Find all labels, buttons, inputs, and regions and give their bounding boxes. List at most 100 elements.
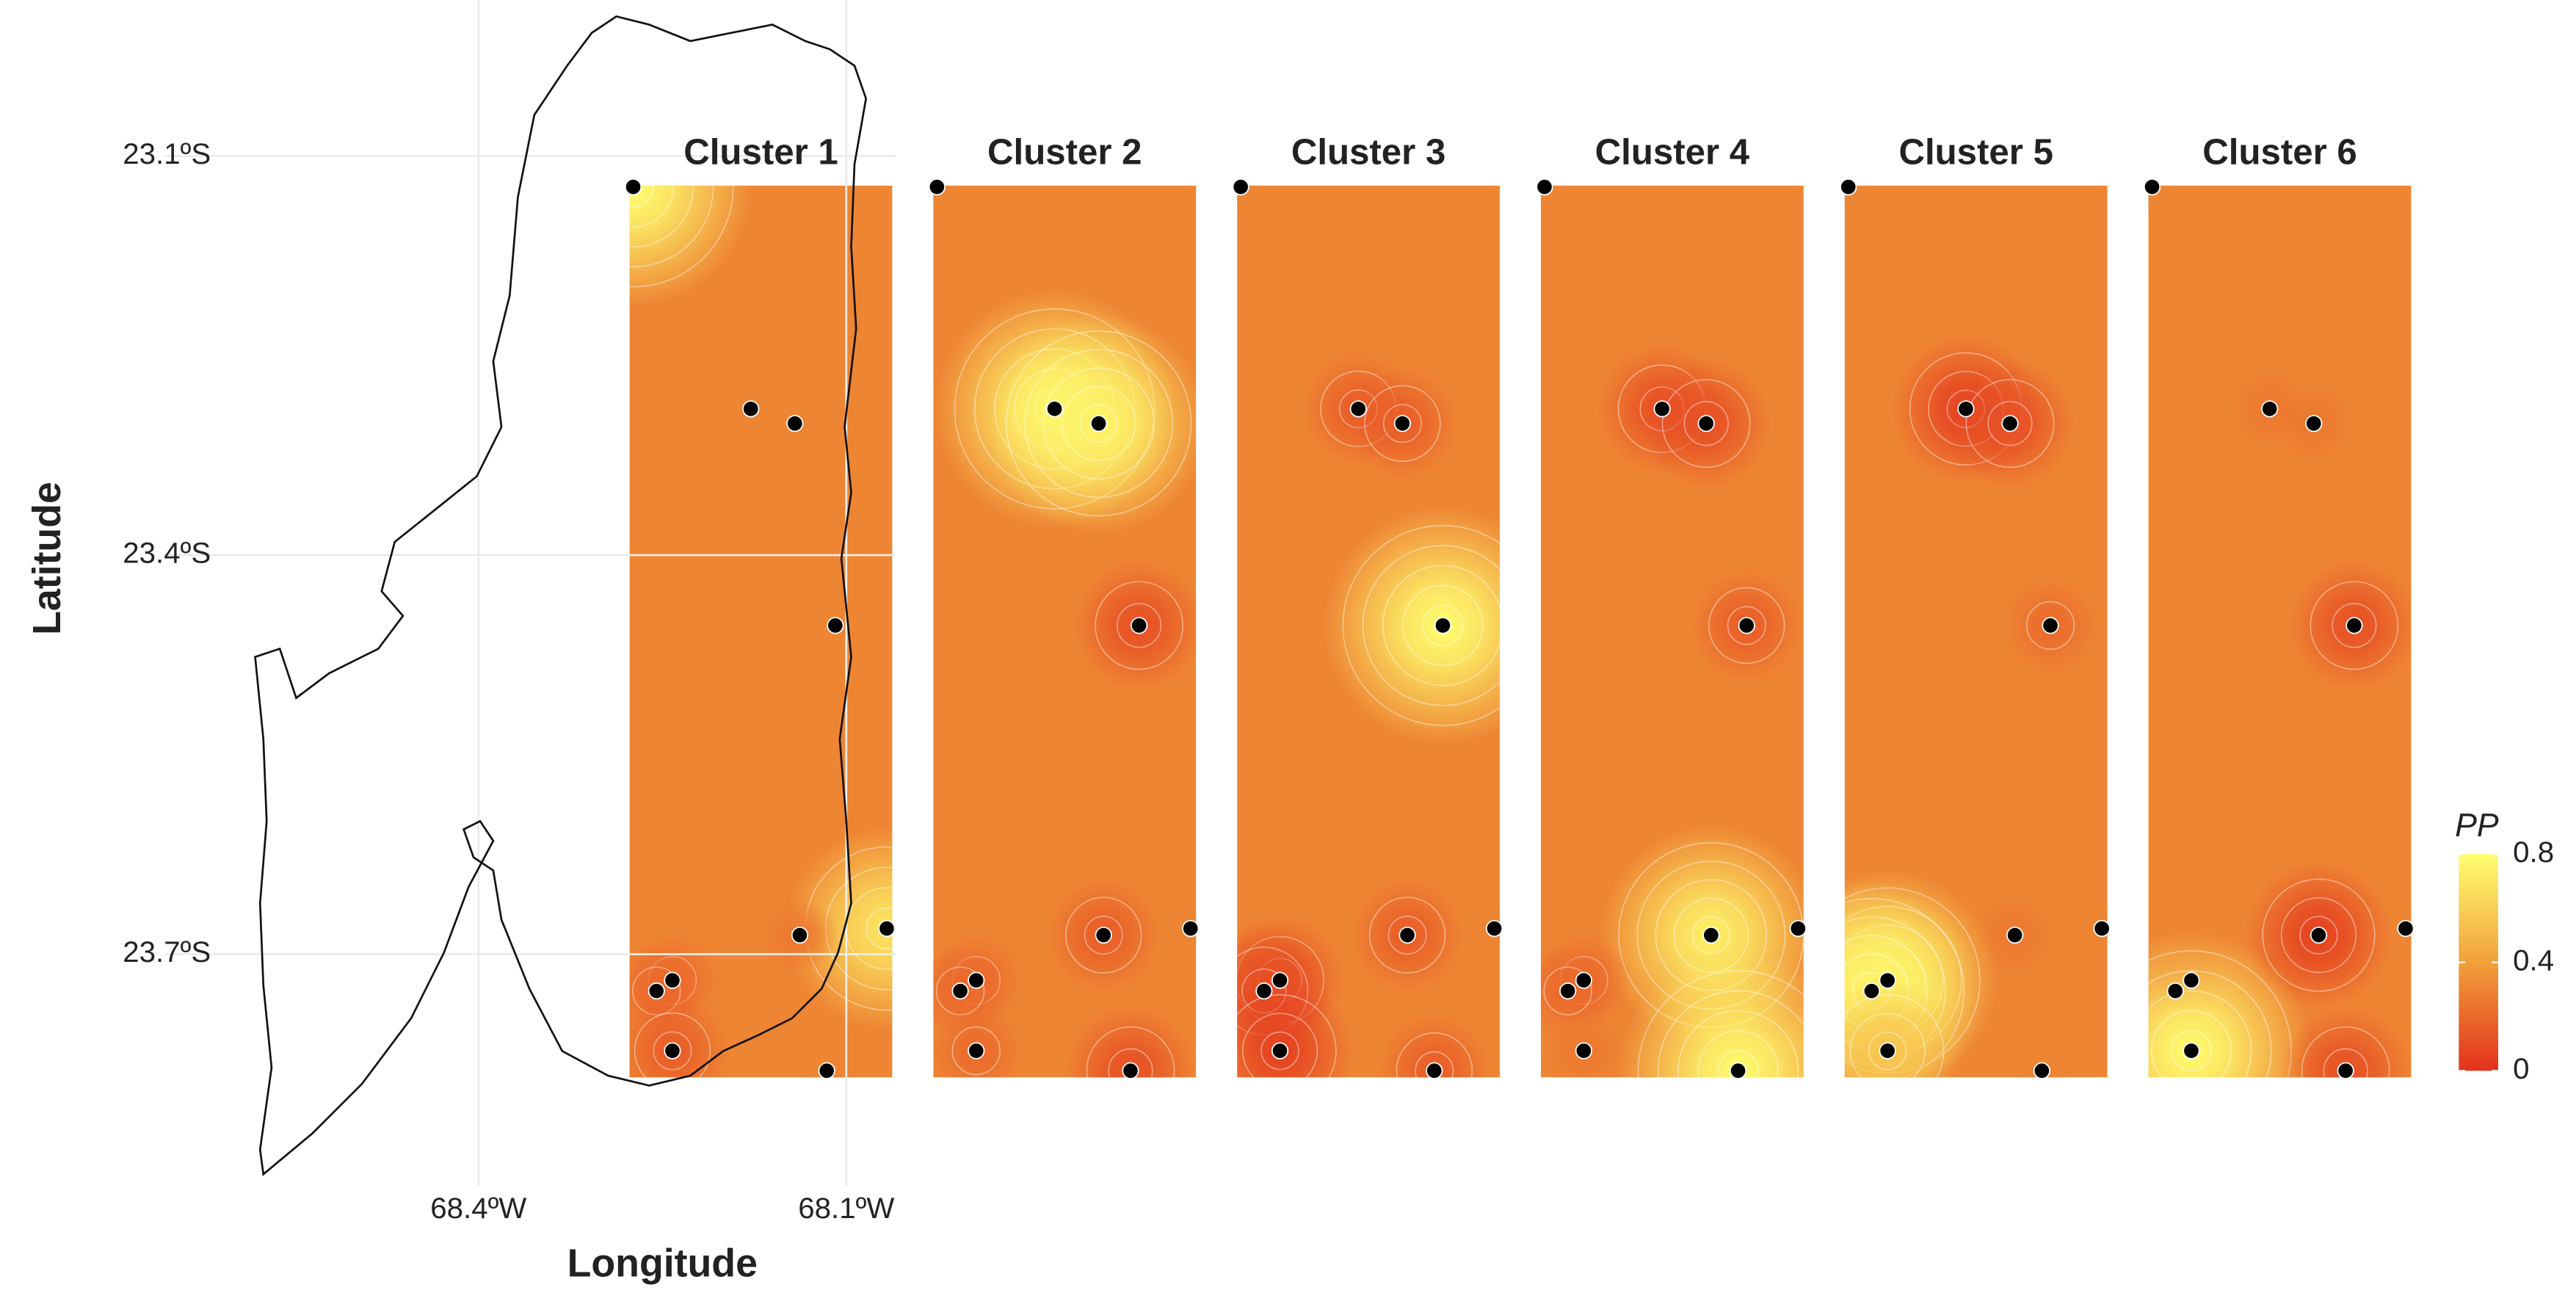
station bbox=[1653, 400, 1671, 418]
contour bbox=[1637, 970, 1804, 1078]
station bbox=[1879, 971, 1896, 989]
station bbox=[2345, 617, 2363, 634]
station bbox=[1559, 982, 1577, 1000]
x-tick-label: 68.4ºW bbox=[430, 1192, 526, 1225]
contour bbox=[2280, 897, 2357, 974]
heatmap bbox=[1237, 185, 1501, 1078]
pp-hotspot bbox=[1161, 899, 1197, 958]
contour bbox=[1965, 379, 2055, 468]
contour bbox=[1079, 404, 1118, 443]
contour bbox=[653, 1031, 692, 1071]
contour bbox=[1717, 1050, 1759, 1078]
contour bbox=[2332, 603, 2377, 648]
x-tick-label: 68.1ºW bbox=[798, 1192, 894, 1225]
station bbox=[2310, 927, 2328, 944]
contour bbox=[2301, 1026, 2390, 1078]
station bbox=[1393, 415, 1412, 432]
station bbox=[1536, 178, 1553, 196]
contour bbox=[1868, 1031, 1907, 1071]
contour bbox=[1844, 994, 1945, 1078]
contour bbox=[1708, 587, 1785, 664]
panel-title: Cluster 3 bbox=[1291, 131, 1445, 172]
cluster-panel: Cluster 2 bbox=[928, 131, 1200, 1079]
pp-hotspot bbox=[2072, 899, 2108, 958]
station bbox=[742, 400, 760, 418]
contour bbox=[629, 185, 694, 247]
station bbox=[647, 982, 665, 1000]
station bbox=[827, 617, 844, 634]
contour bbox=[1364, 385, 1441, 462]
station bbox=[968, 971, 985, 989]
station bbox=[1089, 415, 1108, 432]
contour bbox=[1727, 606, 1766, 645]
contour bbox=[629, 185, 674, 228]
contour bbox=[1402, 584, 1484, 667]
contour bbox=[1086, 1026, 1175, 1078]
contour bbox=[1697, 1030, 1779, 1078]
station bbox=[928, 178, 946, 196]
contour bbox=[2148, 990, 2252, 1078]
cluster-panel: Cluster 6 bbox=[2143, 131, 2414, 1079]
contour bbox=[629, 185, 734, 288]
panel-title: Cluster 1 bbox=[683, 131, 838, 172]
contour bbox=[1095, 581, 1184, 670]
heatmap bbox=[629, 185, 893, 1078]
pp-hotspot bbox=[785, 826, 893, 1031]
contour bbox=[1396, 1032, 1473, 1078]
contour bbox=[1005, 330, 1192, 517]
contour bbox=[2323, 1048, 2368, 1078]
station bbox=[951, 982, 969, 1000]
contour bbox=[1657, 990, 1804, 1078]
cluster-panel: Cluster 3 bbox=[1232, 131, 1503, 1079]
contour bbox=[1061, 385, 1136, 461]
station bbox=[878, 919, 896, 938]
contour bbox=[2262, 878, 2376, 992]
station bbox=[664, 1042, 681, 1060]
panels: Cluster 1 Cluster 2 Cluster 3 Cluster 4 Clus… bbox=[624, 131, 2414, 1079]
station bbox=[2006, 927, 2024, 944]
contour bbox=[2310, 581, 2399, 670]
station bbox=[1697, 415, 1715, 432]
contour bbox=[1422, 604, 1464, 646]
pp-hotspot bbox=[2012, 1041, 2072, 1078]
station bbox=[2183, 1042, 2200, 1060]
cluster-panel: Cluster 4 bbox=[1536, 131, 1807, 1079]
contour bbox=[2025, 601, 2075, 651]
contour bbox=[1241, 1013, 1318, 1078]
pp-hotspot bbox=[629, 185, 753, 307]
contour bbox=[1108, 1048, 1153, 1078]
contour bbox=[866, 908, 893, 950]
station bbox=[1426, 1062, 1443, 1079]
contour bbox=[1691, 916, 1730, 955]
station bbox=[1255, 982, 1273, 1000]
station bbox=[2397, 919, 2414, 938]
station bbox=[1840, 178, 1857, 196]
station bbox=[791, 927, 809, 944]
contour bbox=[1237, 994, 1337, 1078]
station bbox=[1232, 178, 1249, 196]
station bbox=[624, 178, 642, 196]
contour bbox=[1260, 1031, 1299, 1071]
heatmap bbox=[1540, 185, 1804, 1078]
pp-hotspot bbox=[2148, 930, 2312, 1078]
station bbox=[2143, 178, 2161, 196]
station bbox=[2042, 617, 2059, 634]
station bbox=[1045, 400, 1064, 418]
station bbox=[1862, 982, 1881, 1000]
station bbox=[1729, 1062, 1747, 1079]
y-axis-label: Latitude bbox=[25, 482, 69, 635]
station bbox=[1702, 927, 1720, 944]
station bbox=[1398, 927, 1416, 944]
labels: Latitude Longitude PP bbox=[25, 482, 2499, 1286]
station bbox=[1738, 617, 1755, 634]
contour bbox=[1084, 916, 1123, 955]
contour bbox=[2299, 916, 2338, 955]
station bbox=[1789, 919, 1807, 938]
station bbox=[1271, 1042, 1289, 1060]
station bbox=[1434, 617, 1452, 634]
station bbox=[1957, 400, 1975, 418]
panel-title: Cluster 6 bbox=[2202, 131, 2357, 172]
legend-tick-label: 0.4 bbox=[2513, 943, 2554, 977]
contour bbox=[629, 185, 654, 208]
